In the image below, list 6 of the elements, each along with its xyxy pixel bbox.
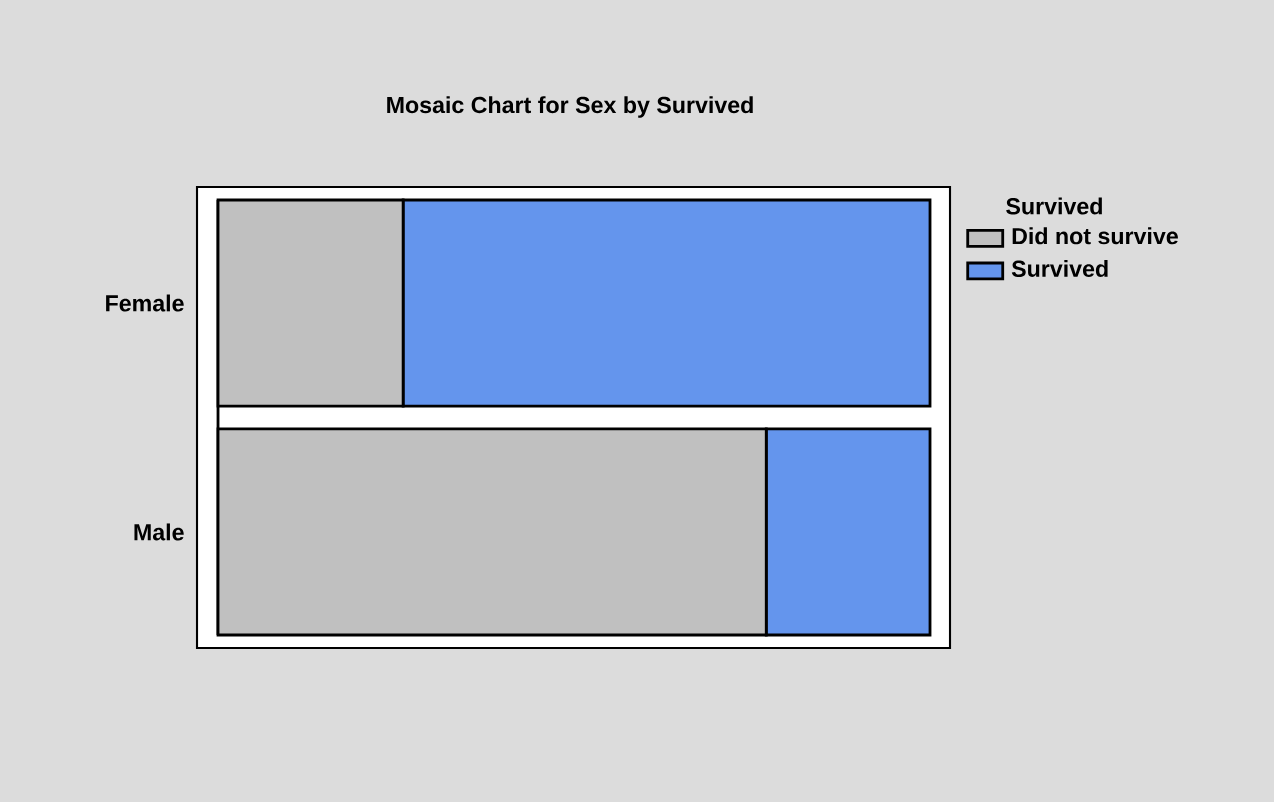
legend-title: Survived [1006, 197, 1102, 215]
chart-title: Mosaic Chart for Sex by Survived [387, 96, 753, 118]
y-tick-label: Male [134, 523, 184, 541]
y-tick-label: Female [106, 294, 184, 312]
legend-label: Survived [1011, 259, 1108, 277]
legend-label: Did not survive [1012, 227, 1178, 245]
